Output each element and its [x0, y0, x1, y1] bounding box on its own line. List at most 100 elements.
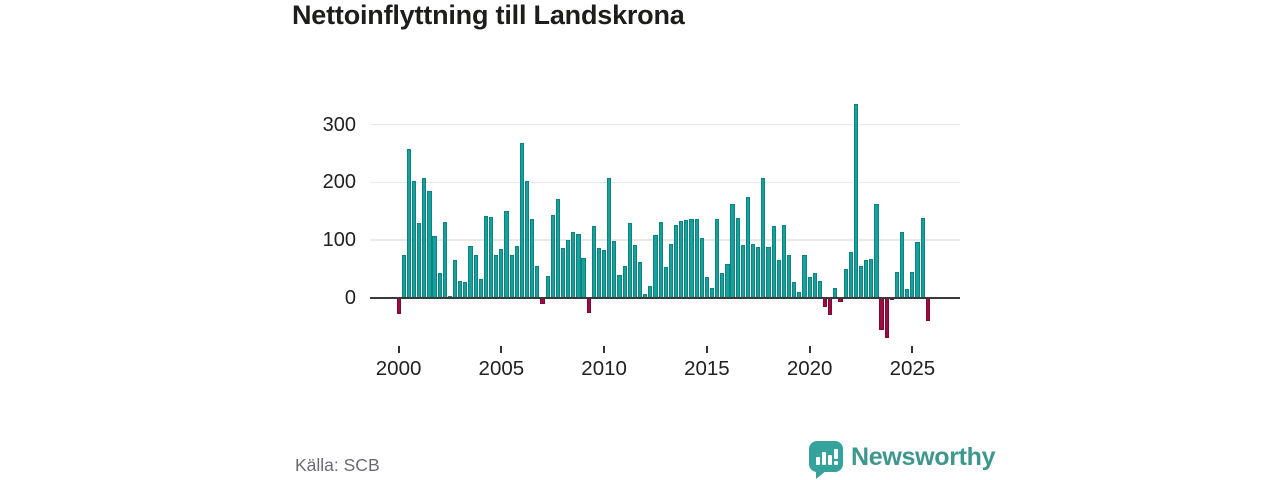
bar-2023-q1	[869, 258, 874, 298]
bar-2024-q2	[894, 271, 900, 298]
bar-2013-q4	[679, 221, 684, 298]
bar-2016-q4	[740, 245, 745, 298]
x-tick-2000	[397, 346, 400, 353]
bar-2013-q1	[663, 266, 668, 298]
bar-2000-q1	[396, 298, 401, 315]
bar-2006-q2	[524, 180, 530, 298]
zero-axis-line	[370, 296, 960, 300]
bar-2009-q4	[596, 248, 602, 298]
bar-2009-q1	[581, 258, 586, 298]
gridline-y-200	[370, 181, 960, 184]
bar-2025-q2	[915, 241, 920, 298]
y-axis-label-0: 0	[344, 287, 356, 309]
bar-2013-q2	[668, 244, 673, 298]
bar-2006-q3	[530, 218, 535, 298]
bar-2014-q4	[699, 238, 704, 298]
bar-2018-q2	[771, 225, 776, 298]
bar-2024-q3	[900, 232, 905, 298]
bar-2006-q4	[535, 266, 540, 298]
bar-2010-q2	[607, 178, 612, 298]
bar-2003-q4	[473, 255, 478, 298]
bar-2013-q3	[673, 224, 679, 298]
bar-2025-q4	[925, 298, 930, 322]
bar-2019-q4	[802, 255, 807, 298]
bar-2017-q2	[751, 243, 756, 298]
bar-2020-q4	[822, 298, 828, 308]
bar-2020-q3	[817, 280, 822, 298]
bar-2005-q3	[509, 255, 514, 298]
bar-2018-q1	[766, 246, 771, 298]
bar-2008-q1	[560, 248, 566, 298]
bar-2008-q2	[566, 240, 571, 298]
chart-title: Nettoinflyttning till Landskrona	[292, 0, 685, 30]
bar-2003-q1	[458, 281, 463, 298]
newsworthy-logo[interactable]: Newsworthy	[809, 441, 996, 479]
bar-2005-q4	[514, 245, 519, 298]
bar-2003-q3	[468, 245, 473, 298]
gridline-y-300	[370, 123, 960, 126]
source-note: Källa: SCB	[295, 455, 380, 475]
bar-2007-q4	[555, 199, 560, 298]
bar-2001-q4	[432, 236, 437, 298]
bar-2014-q1	[684, 219, 689, 298]
bar-2022-q1	[848, 251, 853, 298]
x-tick-2010	[603, 346, 606, 353]
bar-2005-q2	[504, 211, 509, 298]
bar-2017-q1	[745, 197, 751, 298]
bar-2010-q3	[612, 240, 617, 298]
x-axis-label-2020: 2020	[786, 357, 833, 380]
bar-2023-q4	[884, 298, 889, 339]
bar-2009-q2	[586, 298, 591, 314]
x-axis-label-2025: 2025	[889, 357, 936, 380]
bar-2002-q2	[442, 221, 447, 298]
bar-2001-q3	[427, 191, 432, 298]
x-axis-label-2015: 2015	[684, 357, 730, 380]
bar-2000-q3	[406, 148, 411, 298]
bar-2018-q3	[776, 260, 781, 298]
bar-2002-q1	[437, 273, 442, 298]
bar-2025-q1	[910, 271, 915, 298]
x-tick-2020	[808, 346, 811, 353]
bar-2007-q3	[550, 215, 555, 298]
newsworthy-wordmark: Newsworthy	[851, 443, 996, 471]
bar-2005-q1	[499, 249, 504, 298]
bar-2014-q3	[694, 218, 699, 298]
bar-2008-q4	[576, 234, 581, 298]
bar-2010-q4	[617, 274, 622, 298]
bar-2012-q4	[658, 222, 663, 298]
bar-2025-q3	[920, 218, 925, 298]
bar-2011-q2	[627, 222, 632, 298]
bar-2021-q4	[843, 269, 848, 298]
x-tick-2015	[705, 346, 708, 353]
bar-2010-q1	[602, 250, 607, 298]
bar-2023-q3	[879, 298, 884, 330]
bar-2000-q4	[411, 181, 417, 298]
bar-2017-q4	[761, 178, 766, 298]
bar-2011-q1	[622, 266, 627, 298]
bar-2016-q1	[725, 264, 730, 298]
bar-2004-q1	[478, 278, 483, 298]
bar-2004-q3	[488, 217, 494, 298]
newsworthy-bubble-chart-icon	[809, 441, 843, 479]
bar-2003-q2	[463, 282, 468, 298]
bar-2012-q3	[653, 234, 658, 298]
bar-2023-q2	[874, 204, 879, 298]
plot-area	[370, 95, 960, 357]
bar-2007-q2	[545, 276, 550, 298]
bar-2020-q2	[812, 272, 817, 298]
bar-2015-q1	[704, 276, 709, 298]
x-axis-label-2000: 2000	[375, 357, 422, 380]
bar-2019-q2	[792, 282, 797, 298]
bar-2006-q1	[519, 142, 524, 298]
bar-2019-q1	[786, 254, 792, 298]
x-tick-2025	[911, 346, 914, 353]
gridline-y-100	[370, 239, 960, 241]
bar-2022-q2	[853, 104, 858, 298]
bar-2017-q3	[756, 246, 761, 298]
bar-2015-q3	[715, 219, 720, 298]
bar-2022-q3	[858, 265, 864, 298]
bar-2000-q2	[401, 255, 406, 298]
bar-2015-q4	[720, 273, 725, 298]
bar-2004-q4	[494, 254, 499, 298]
